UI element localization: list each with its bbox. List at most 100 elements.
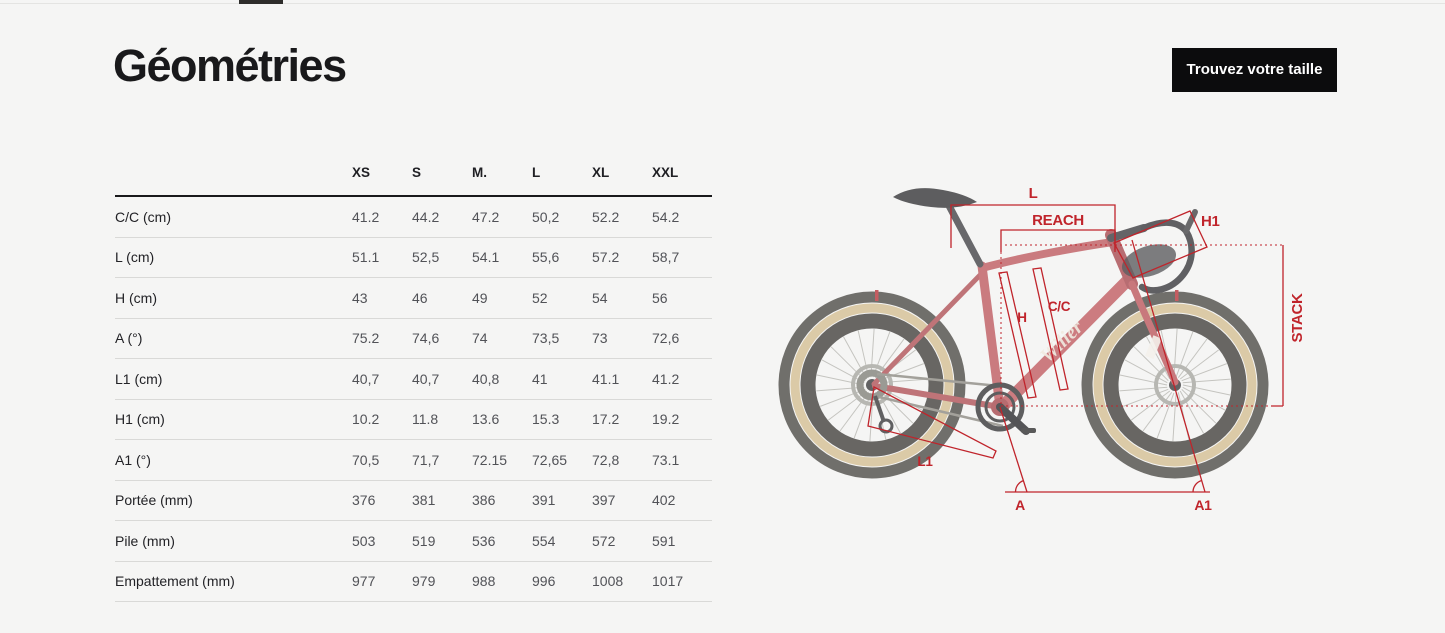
geometry-value-cell: 536 [472, 520, 532, 562]
geometry-value-cell: 57.2 [592, 237, 652, 278]
wheel-spoke [816, 386, 865, 392]
geometry-value-cell: 72,8 [592, 439, 652, 481]
row-label: L1 (cm) [115, 358, 352, 400]
wheel-spoke [820, 388, 866, 407]
table-row: Empattement (mm) 977 979 988 996 1008 1017 [115, 561, 712, 602]
bike-geometry-diagram: Wilier L REACH H1 C/C H STACK L1 A A1 [775, 160, 1345, 525]
geometry-value-cell: 55,6 [532, 237, 592, 278]
geometry-value-cell: 73,5 [532, 318, 592, 359]
row-label: L (cm) [115, 237, 352, 278]
geometry-value-cell: 70,5 [352, 439, 412, 481]
geometry-value-cell: 572 [592, 520, 652, 562]
geometry-value-cell: 1008 [592, 561, 652, 602]
a1-angle-line [1131, 239, 1206, 493]
table-row: L1 (cm) 40,7 40,7 40,8 41 41.1 41.2 [115, 358, 712, 400]
size-header-spacer [115, 159, 352, 197]
wheel-spoke [857, 330, 870, 378]
label-h: H [1017, 310, 1026, 325]
table-row: L (cm) 51.1 52,5 54.1 55,6 57.2 58,7 [115, 237, 712, 278]
size-column-header: L [532, 159, 592, 197]
geometry-value-cell: 386 [472, 480, 532, 521]
geometry-value-cell: 13.6 [472, 399, 532, 440]
wheel-spoke [1119, 386, 1168, 392]
geometry-value-cell: 41.2 [352, 196, 412, 238]
wheel-spoke [1182, 384, 1231, 396]
wheel-spoke [1130, 390, 1171, 421]
active-tab-indicator [239, 0, 283, 4]
size-column-header: M. [472, 159, 532, 197]
geometry-value-cell: 10.2 [352, 399, 412, 440]
geometry-value-cell: 43 [352, 277, 412, 319]
label-a: A [1015, 497, 1025, 513]
a-angle-line [999, 406, 1028, 493]
geometry-value-cell: 75.2 [352, 318, 412, 359]
wheel-spoke [830, 346, 866, 382]
geometry-table-body: C/C (cm) 41.2 44.2 47.2 50,2 52.2 54.2 L (cm) 51… [115, 196, 712, 602]
find-your-size-button[interactable]: Trouvez votre taille [1172, 48, 1337, 92]
saddle [893, 188, 977, 208]
label-cc: C/C [1048, 299, 1071, 314]
table-row: Pile (mm) 503 519 536 554 572 591 [115, 520, 712, 562]
label-a1: A1 [1194, 497, 1212, 513]
fork-sticker [1145, 335, 1162, 360]
wheel-spoke [1156, 392, 1175, 439]
geometry-value-cell: 40,7 [352, 358, 412, 400]
geometry-value-cell: 979 [412, 561, 472, 602]
geometry-value-cell: 54 [592, 277, 652, 319]
h1-measure [1113, 210, 1208, 279]
geometry-value-cell: 591 [652, 520, 712, 562]
label-l: L [1029, 185, 1038, 202]
geometry-value-cell: 391 [532, 480, 592, 521]
geometry-table: XS S M. L XL XXL C/C (cm) 41.2 44.2 47.2 50,2 52.2… [115, 159, 712, 602]
geometry-value-cell: 74,6 [412, 318, 472, 359]
geometry-value-cell: 50,2 [532, 196, 592, 238]
wheel-spoke [843, 336, 868, 380]
wheel-spoke [1177, 338, 1208, 378]
geometry-value-cell: 17.2 [592, 399, 652, 440]
front-disc-rotor [1154, 364, 1196, 406]
l1-measure [867, 386, 997, 459]
geometry-value-cell: 49 [472, 277, 532, 319]
brake-lever [1183, 209, 1198, 234]
a1-angle-arc [1192, 479, 1202, 493]
geometry-value-cell: 376 [352, 480, 412, 521]
row-label: H (cm) [115, 277, 352, 319]
wheel-spoke [853, 392, 872, 439]
row-label: A1 (°) [115, 439, 352, 481]
row-label: C/C (cm) [115, 196, 352, 238]
table-row: Portée (mm) 376 381 386 391 397 402 [115, 480, 712, 521]
wheel-spoke [827, 390, 868, 421]
wheel-spoke [816, 374, 865, 386]
row-label: H1 (cm) [115, 399, 352, 440]
reach-measure [1000, 229, 1116, 252]
geometry-value-cell: 40,7 [412, 358, 472, 400]
wheel-spoke [839, 392, 870, 432]
geometry-value-cell: 15.3 [532, 399, 592, 440]
geometry-value-cell: 519 [412, 520, 472, 562]
h-measure [998, 271, 1037, 399]
wheel-spoke [870, 328, 875, 378]
geometry-value-cell: 46 [412, 277, 472, 319]
geometry-value-cell: 56 [652, 277, 712, 319]
drivetrain [856, 369, 1036, 435]
geometry-value-cell: 397 [592, 480, 652, 521]
wheel-spoke [1182, 378, 1231, 384]
size-header-row: XS S M. L XL XXL [115, 159, 712, 197]
handlebar [1138, 219, 1195, 294]
geometry-value-cell: 381 [412, 480, 472, 521]
geometry-value-cell: 19.2 [652, 399, 712, 440]
geometry-value-cell: 58,7 [652, 237, 712, 278]
table-row: H (cm) 43 46 49 52 54 56 [115, 277, 712, 319]
geometry-value-cell: 54.2 [652, 196, 712, 238]
geometry-value-cell: 1017 [652, 561, 712, 602]
geometry-value-cell: 41.1 [592, 358, 652, 400]
wheel-spoke [1142, 392, 1173, 432]
size-column-header: XS [352, 159, 412, 197]
geometry-value-cell: 503 [352, 520, 412, 562]
overlay-labels: L REACH H1 C/C H STACK L1 A A1 [917, 185, 1306, 513]
label-h1: H1 [1201, 213, 1220, 230]
geometry-value-cell: 41.2 [652, 358, 712, 400]
size-column-header: XL [592, 159, 652, 197]
geometry-value-cell: 72,6 [652, 318, 712, 359]
wheel-spoke [1123, 388, 1169, 407]
